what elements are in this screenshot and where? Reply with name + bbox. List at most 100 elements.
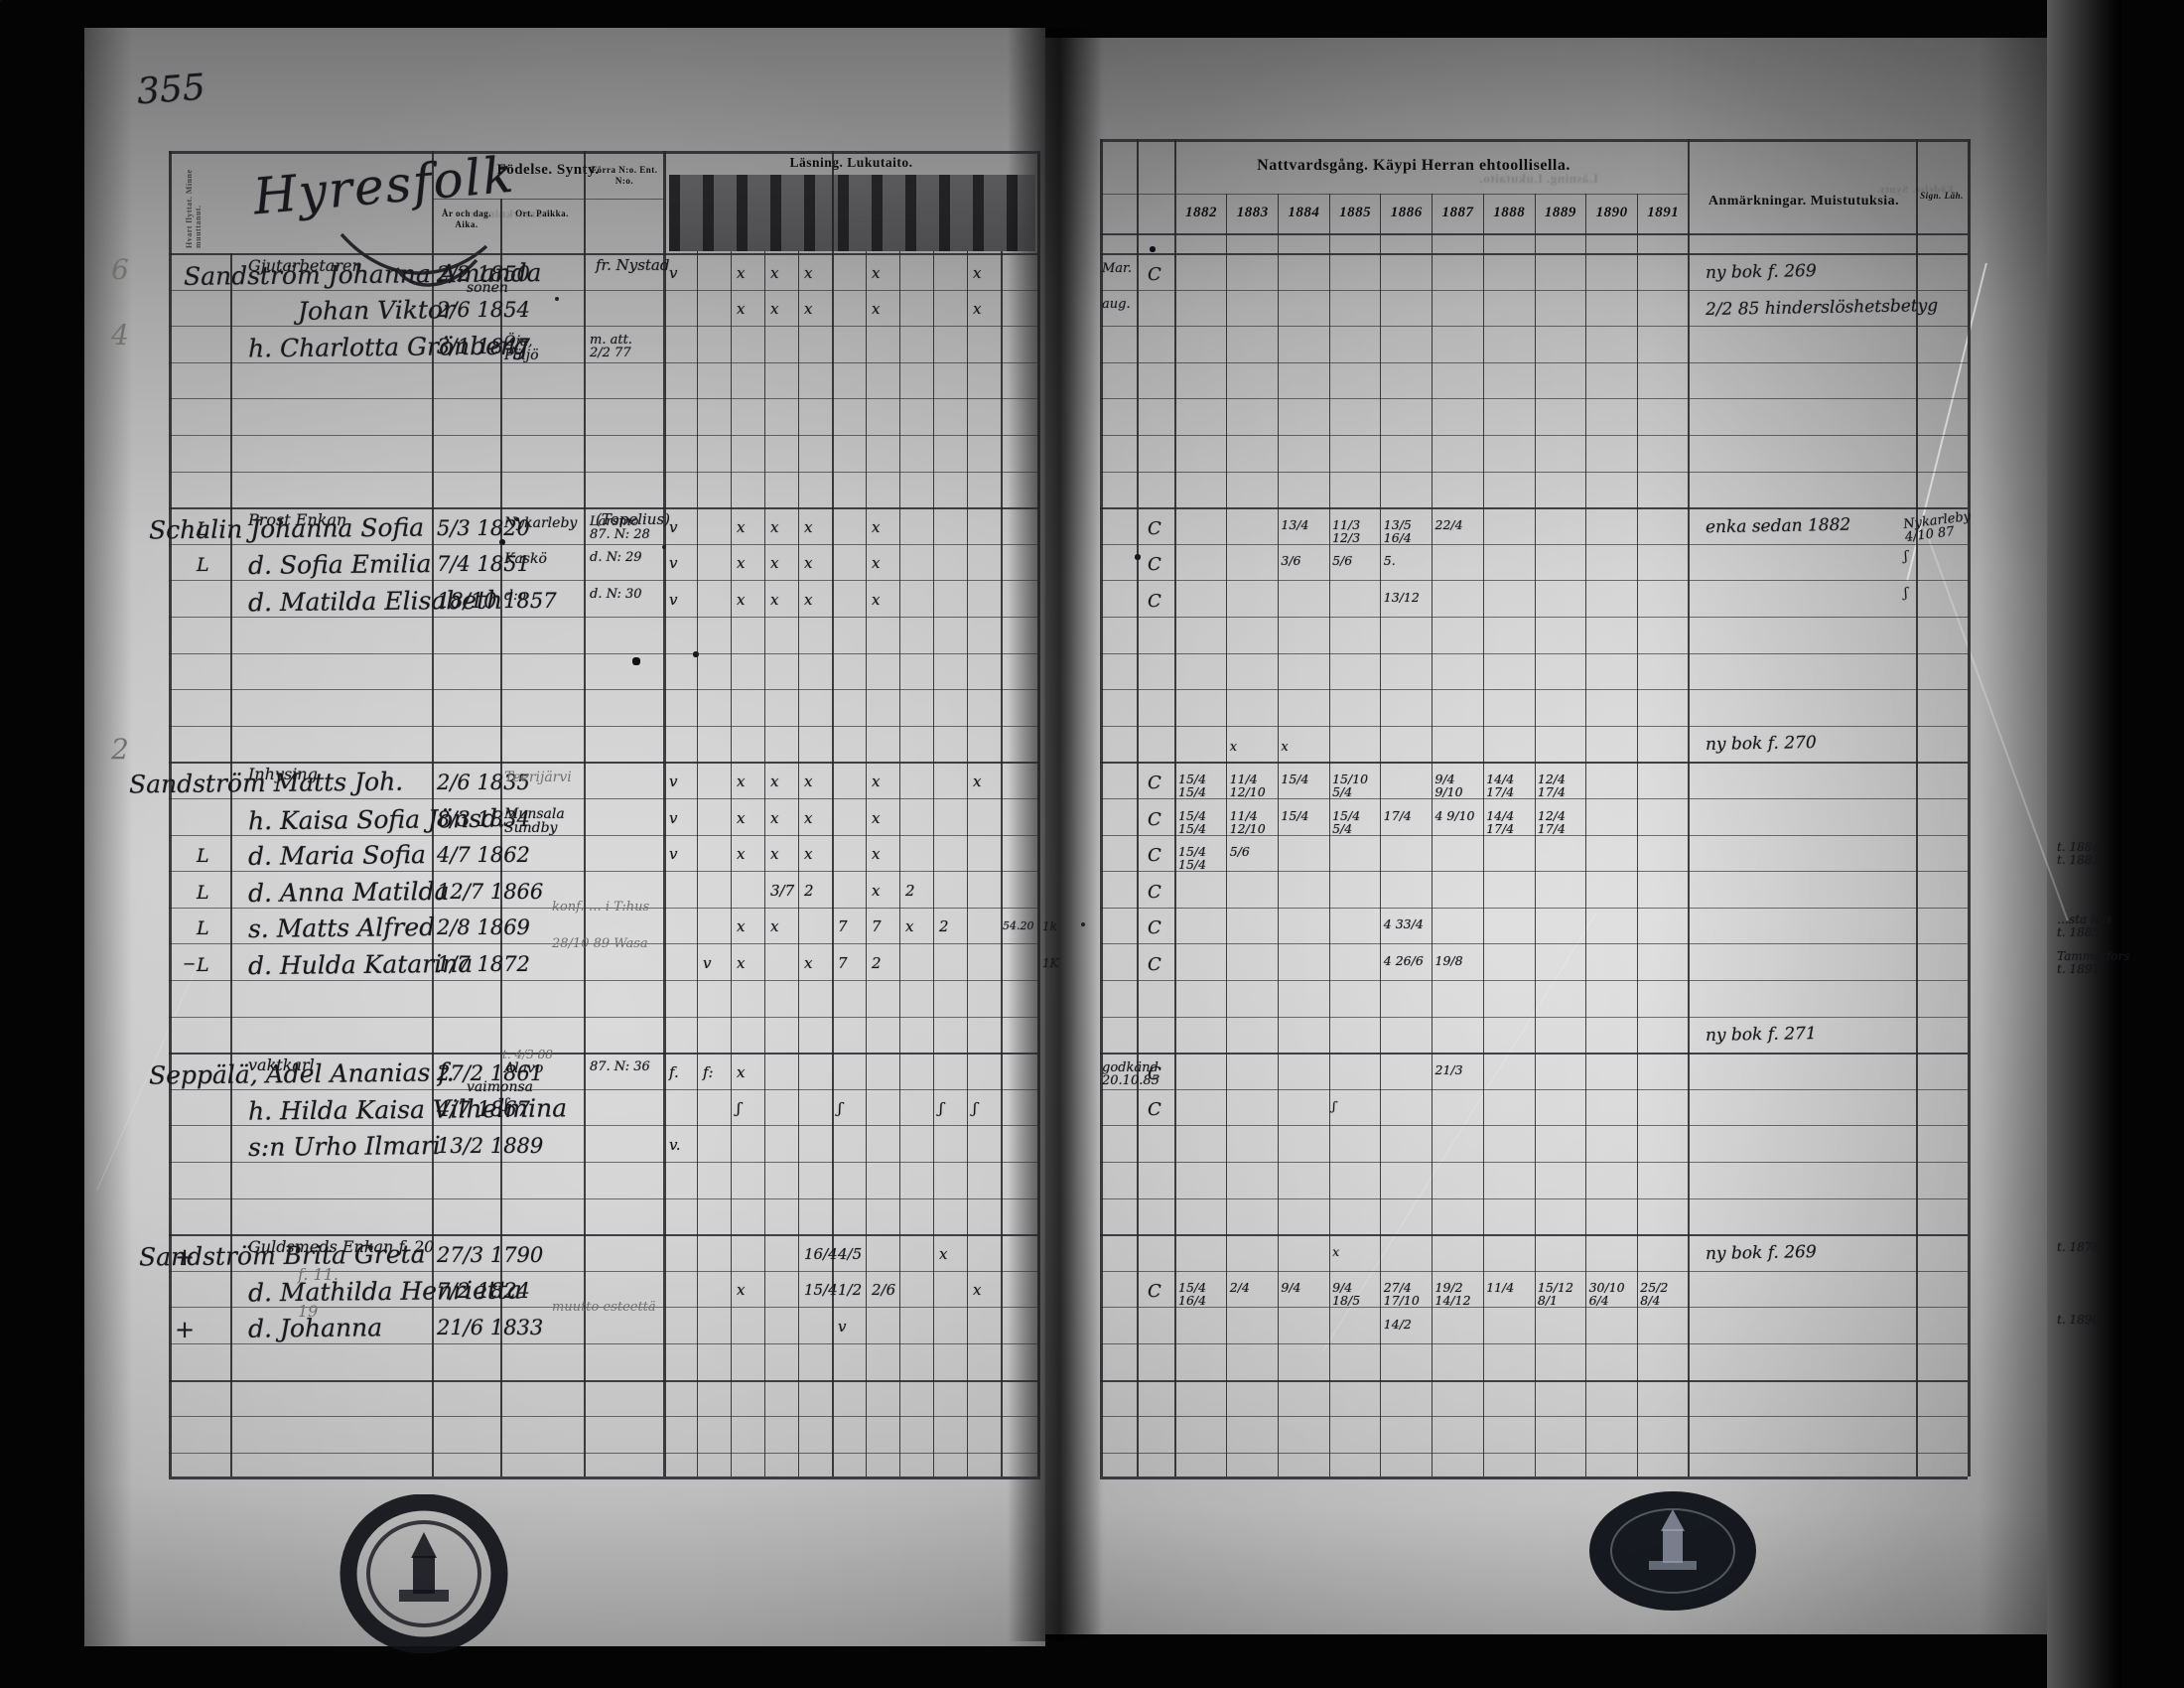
table-rule-vertical [798,251,799,1477]
reading-mark: x [737,1281,746,1300]
communion-mark: 9/4 [1281,1280,1301,1296]
birth-date: 5/3 1820 [437,515,530,540]
birth-date: 21/6 1833 [437,1316,544,1339]
reading-mark: 2 [905,881,915,900]
reading-mark: x [737,554,746,573]
communion-mark: x [1229,740,1238,756]
reading-mark: x [737,808,746,827]
year-label: 1890 [1595,205,1628,220]
previous-ref-note: d. N: 30 [590,587,642,602]
margin-note: Mar. [1102,260,1132,276]
birth-date: 7/4 1851 [437,552,530,577]
header-ar-och-dag: År och dag. Aika. [441,209,492,229]
reading-mark: v [669,845,678,864]
margin-digit: 2 [111,732,129,766]
table-rule-vertical [230,253,232,1477]
birth-date: 27/3 1790 [437,1242,544,1267]
table-rule-horizontal [169,798,1040,799]
occupation-note: vaktkarl [248,1055,315,1075]
communion-mark: 22/4 [1434,516,1463,532]
table-rule-horizontal [1100,943,1968,945]
person-name: Seppälä, Adel Ananias f. [148,1057,455,1090]
header-nattvard: Nattvardsgång. Käypi Herran ehtoollisell… [1257,157,1570,174]
table-rule-vertical [832,151,834,1477]
communion-mark: 12/4 17/4 [1537,772,1566,799]
communion-mark: 15/4 15/4 [1178,807,1207,836]
communion-mark: 2/4 [1229,1280,1250,1296]
table-rule-horizontal [169,652,1040,654]
ink-specks [0,0,2,2]
communion-mark: 21/3 [1434,1061,1463,1077]
communion-mark: 15/10 5/4 [1332,772,1369,799]
occupation-note: Prost Enkan [248,510,347,530]
reading-mark: x [770,517,779,536]
table-rule-vertical [1100,139,1103,1477]
reading-mark: x [737,517,746,536]
header-rule [1100,194,1688,195]
table-rule-horizontal [169,1197,1040,1199]
reading-mark: x [804,517,813,536]
pencil-note: muutto esteettä [552,1300,656,1315]
table-rule-vertical [1688,139,1690,1477]
communion-mark: 15/4 15/4 [1178,844,1207,873]
right-page [1045,38,2050,1634]
table-rule-horizontal [169,907,1040,909]
c-mark: C [1148,517,1161,539]
bleed-through-text: Läsning. Lukutaito. [1479,171,1598,186]
table-rule-vertical [1137,139,1139,1477]
title-flourish [340,232,488,287]
table-rule-vertical [866,251,867,1477]
occupation-extra-note: (Topelius) [596,510,671,529]
birth-date: 27/2 1861 [437,1060,544,1085]
reading-mark: x [770,263,779,282]
reading-mark: 15/4 [804,1281,838,1300]
table-rule-horizontal [169,1452,1040,1454]
reading-mark: x [872,263,881,282]
side-note: …sta hus t. 1885 [2057,913,2113,940]
reading-mark: v. [669,1136,681,1154]
reading-mark: ʃ [838,1099,843,1118]
birth-date: 8/3 1834 [437,806,530,831]
reading-mark: x [737,263,746,282]
reading-mark: x [872,773,881,790]
communion-mark: 5/6 [1229,844,1250,860]
table-border-top [1100,139,1968,142]
table-rule-vertical [899,251,900,1477]
cross-mark: + [175,1316,196,1343]
communion-mark: 15/12 8/1 [1537,1280,1573,1309]
reading-extra-mark: 1K [1042,956,1059,970]
birth-date: 2/8 1869 [437,915,530,940]
communion-mark: 4 33/4 [1383,916,1424,932]
annotation-note: ny bok f. 269 [1705,260,1817,283]
table-rule-horizontal [1100,1270,1968,1272]
table-rule-vertical [731,251,732,1477]
year-label: 1883 [1236,205,1269,220]
pencil-note: 19 [298,1302,319,1321]
header-anmarkningar: Anmärkningar. Muistutuksia. [1707,194,1900,209]
side-note: Tammerfors t. 1891 [2057,949,2130,976]
table-rule-horizontal [1100,980,1968,981]
reading-mark: x [804,554,813,573]
table-rule-horizontal [1100,580,1968,582]
bleed-through-text: Födelse. Synty. [1876,184,1954,196]
birth-place: Nykarleby [504,514,578,531]
table-rule-horizontal [169,871,1040,873]
table-rule-horizontal [1100,617,1968,618]
reading-mark: 2 [872,954,882,972]
table-rule-horizontal [169,580,1040,582]
table-border-bottom [1100,1477,1968,1479]
table-rule-horizontal [169,1088,1040,1090]
year-label: 1886 [1390,205,1423,220]
table-rule-horizontal [1100,652,1968,654]
table-rule-horizontal [1100,871,1968,873]
reading-mark: x [737,954,746,972]
annotation-note: ny bok f. 270 [1705,733,1817,756]
reading-mark: x [804,954,813,972]
communion-mark: 19/8 [1434,953,1463,968]
margin-digit: 4 [111,318,129,352]
table-rule-horizontal [169,1307,1040,1309]
reading-mark: x [804,300,813,319]
person-name: Schalin Johanna Sofia [148,512,425,545]
communion-mark: 12/4 17/4 [1537,807,1566,836]
